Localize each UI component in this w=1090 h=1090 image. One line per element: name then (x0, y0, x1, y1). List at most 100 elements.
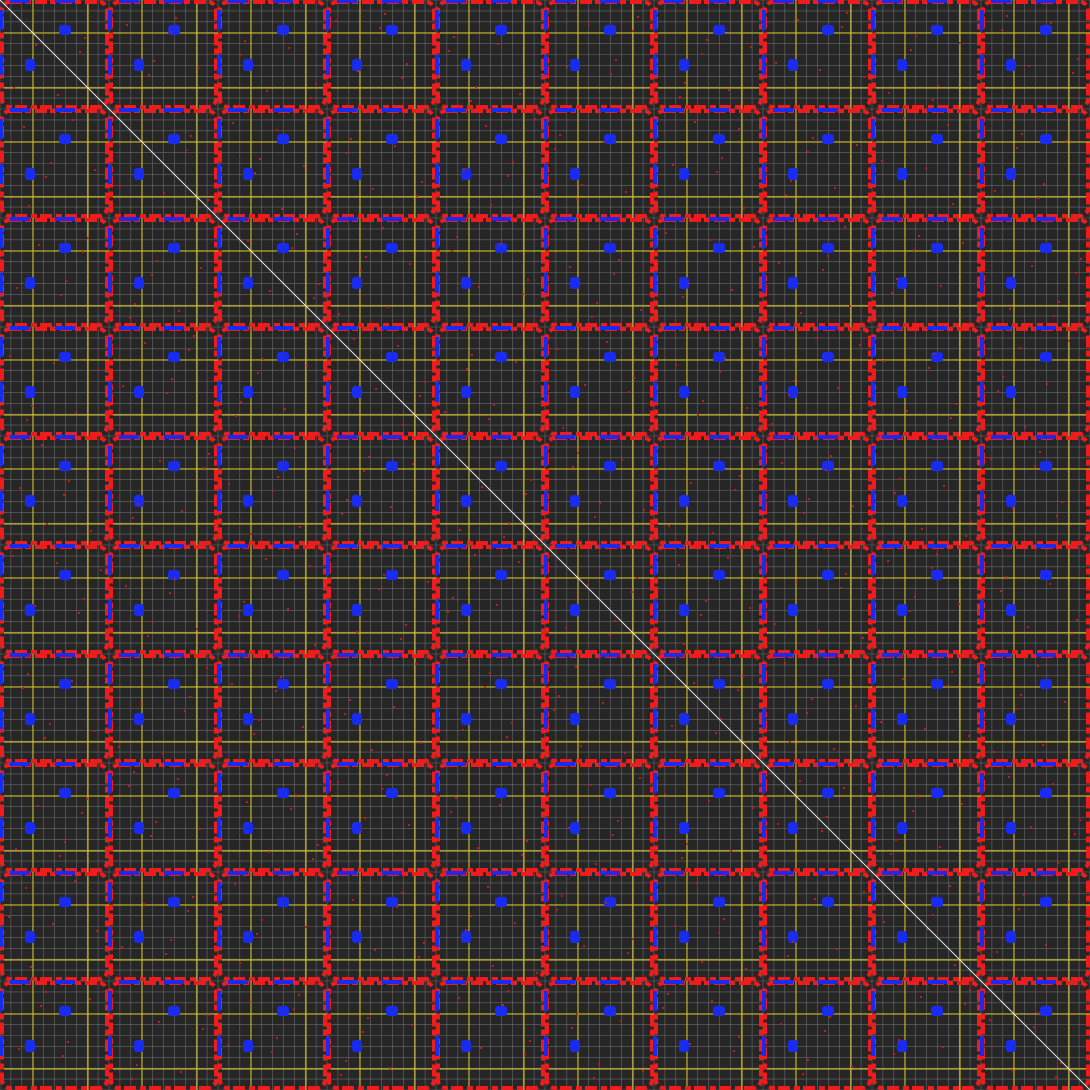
blue-dot (570, 495, 580, 507)
blue-dot (788, 495, 798, 507)
red-speck (819, 69, 821, 71)
red-speck (420, 742, 422, 744)
blue-dot (495, 25, 507, 35)
blue-dot (134, 822, 144, 834)
red-speck (238, 615, 240, 617)
red-speck (258, 719, 260, 721)
red-speck (418, 956, 420, 958)
block-outline (0, 654, 109, 763)
red-speck (401, 77, 403, 79)
block-outline (545, 327, 654, 436)
blue-dot (352, 495, 362, 507)
red-speck (53, 362, 55, 364)
red-speck (1080, 258, 1082, 260)
red-speck (1030, 826, 1032, 828)
red-speck (812, 137, 814, 139)
block-outline (0, 872, 109, 981)
red-speck (1057, 862, 1059, 864)
blue-dot (822, 897, 834, 907)
red-speck (132, 517, 134, 519)
red-speck (643, 509, 645, 511)
red-speck (26, 419, 28, 421)
red-speck (617, 820, 619, 822)
red-speck (471, 354, 473, 356)
red-speck (22, 687, 24, 689)
red-speck (96, 930, 98, 932)
blue-dot (931, 461, 943, 471)
block-outline (545, 654, 654, 763)
blue-dot (277, 679, 289, 689)
block-outline (981, 872, 1090, 981)
red-speck (293, 1008, 295, 1010)
red-speck (731, 289, 733, 291)
blue-dot (386, 570, 398, 580)
red-speck (824, 1030, 826, 1032)
red-speck (527, 279, 529, 281)
block-outline (218, 436, 327, 545)
blue-dot (25, 168, 35, 180)
red-speck (310, 97, 312, 99)
red-speck (808, 498, 810, 500)
red-speck (997, 390, 999, 392)
red-speck (100, 569, 102, 571)
red-speck (690, 482, 692, 484)
blue-dot (788, 59, 798, 71)
blue-dot (386, 25, 398, 35)
red-speck (718, 932, 720, 934)
blue-dot (243, 168, 253, 180)
red-speck (848, 773, 850, 775)
block-outline (872, 327, 981, 436)
red-speck (920, 996, 922, 998)
red-speck (424, 381, 426, 383)
block-outline (218, 545, 327, 654)
red-speck (359, 831, 361, 833)
red-speck (721, 157, 723, 159)
red-speck (719, 371, 721, 373)
red-speck (843, 787, 845, 789)
red-speck (1011, 1069, 1013, 1071)
red-speck (360, 270, 362, 272)
red-speck (668, 525, 670, 527)
red-speck (344, 713, 346, 715)
red-speck (408, 824, 410, 826)
red-speck (169, 592, 171, 594)
blue-dot (134, 168, 144, 180)
red-speck (411, 1024, 413, 1026)
block-outline (218, 327, 327, 436)
red-speck (89, 998, 91, 1000)
block-outline (654, 0, 763, 109)
red-speck (463, 168, 465, 170)
red-speck (268, 851, 270, 853)
blue-dot (788, 1040, 798, 1052)
red-speck (913, 249, 915, 251)
red-speck (905, 971, 907, 973)
blue-dot (1040, 570, 1052, 580)
block-outline (545, 109, 654, 218)
blue-dot (386, 352, 398, 362)
block-outline (872, 545, 981, 654)
red-speck (590, 784, 592, 786)
red-speck (165, 953, 167, 955)
red-speck (880, 721, 882, 723)
red-speck (254, 172, 256, 174)
red-speck (728, 89, 730, 91)
red-speck (955, 403, 957, 405)
blue-dot (277, 352, 289, 362)
red-speck (1034, 465, 1036, 467)
red-speck (30, 966, 32, 968)
blue-dot (788, 168, 798, 180)
red-speck (228, 483, 230, 485)
red-speck (456, 236, 458, 238)
red-speck (364, 817, 366, 819)
blue-dot (243, 59, 253, 71)
red-speck (789, 741, 791, 743)
red-speck (851, 1066, 853, 1068)
red-speck (235, 415, 237, 417)
red-speck (144, 342, 146, 344)
block-outline (981, 981, 1090, 1090)
blue-dot (461, 59, 471, 71)
red-speck (427, 581, 429, 583)
red-speck (884, 360, 886, 362)
block-outline (327, 218, 436, 327)
red-speck (855, 705, 857, 707)
